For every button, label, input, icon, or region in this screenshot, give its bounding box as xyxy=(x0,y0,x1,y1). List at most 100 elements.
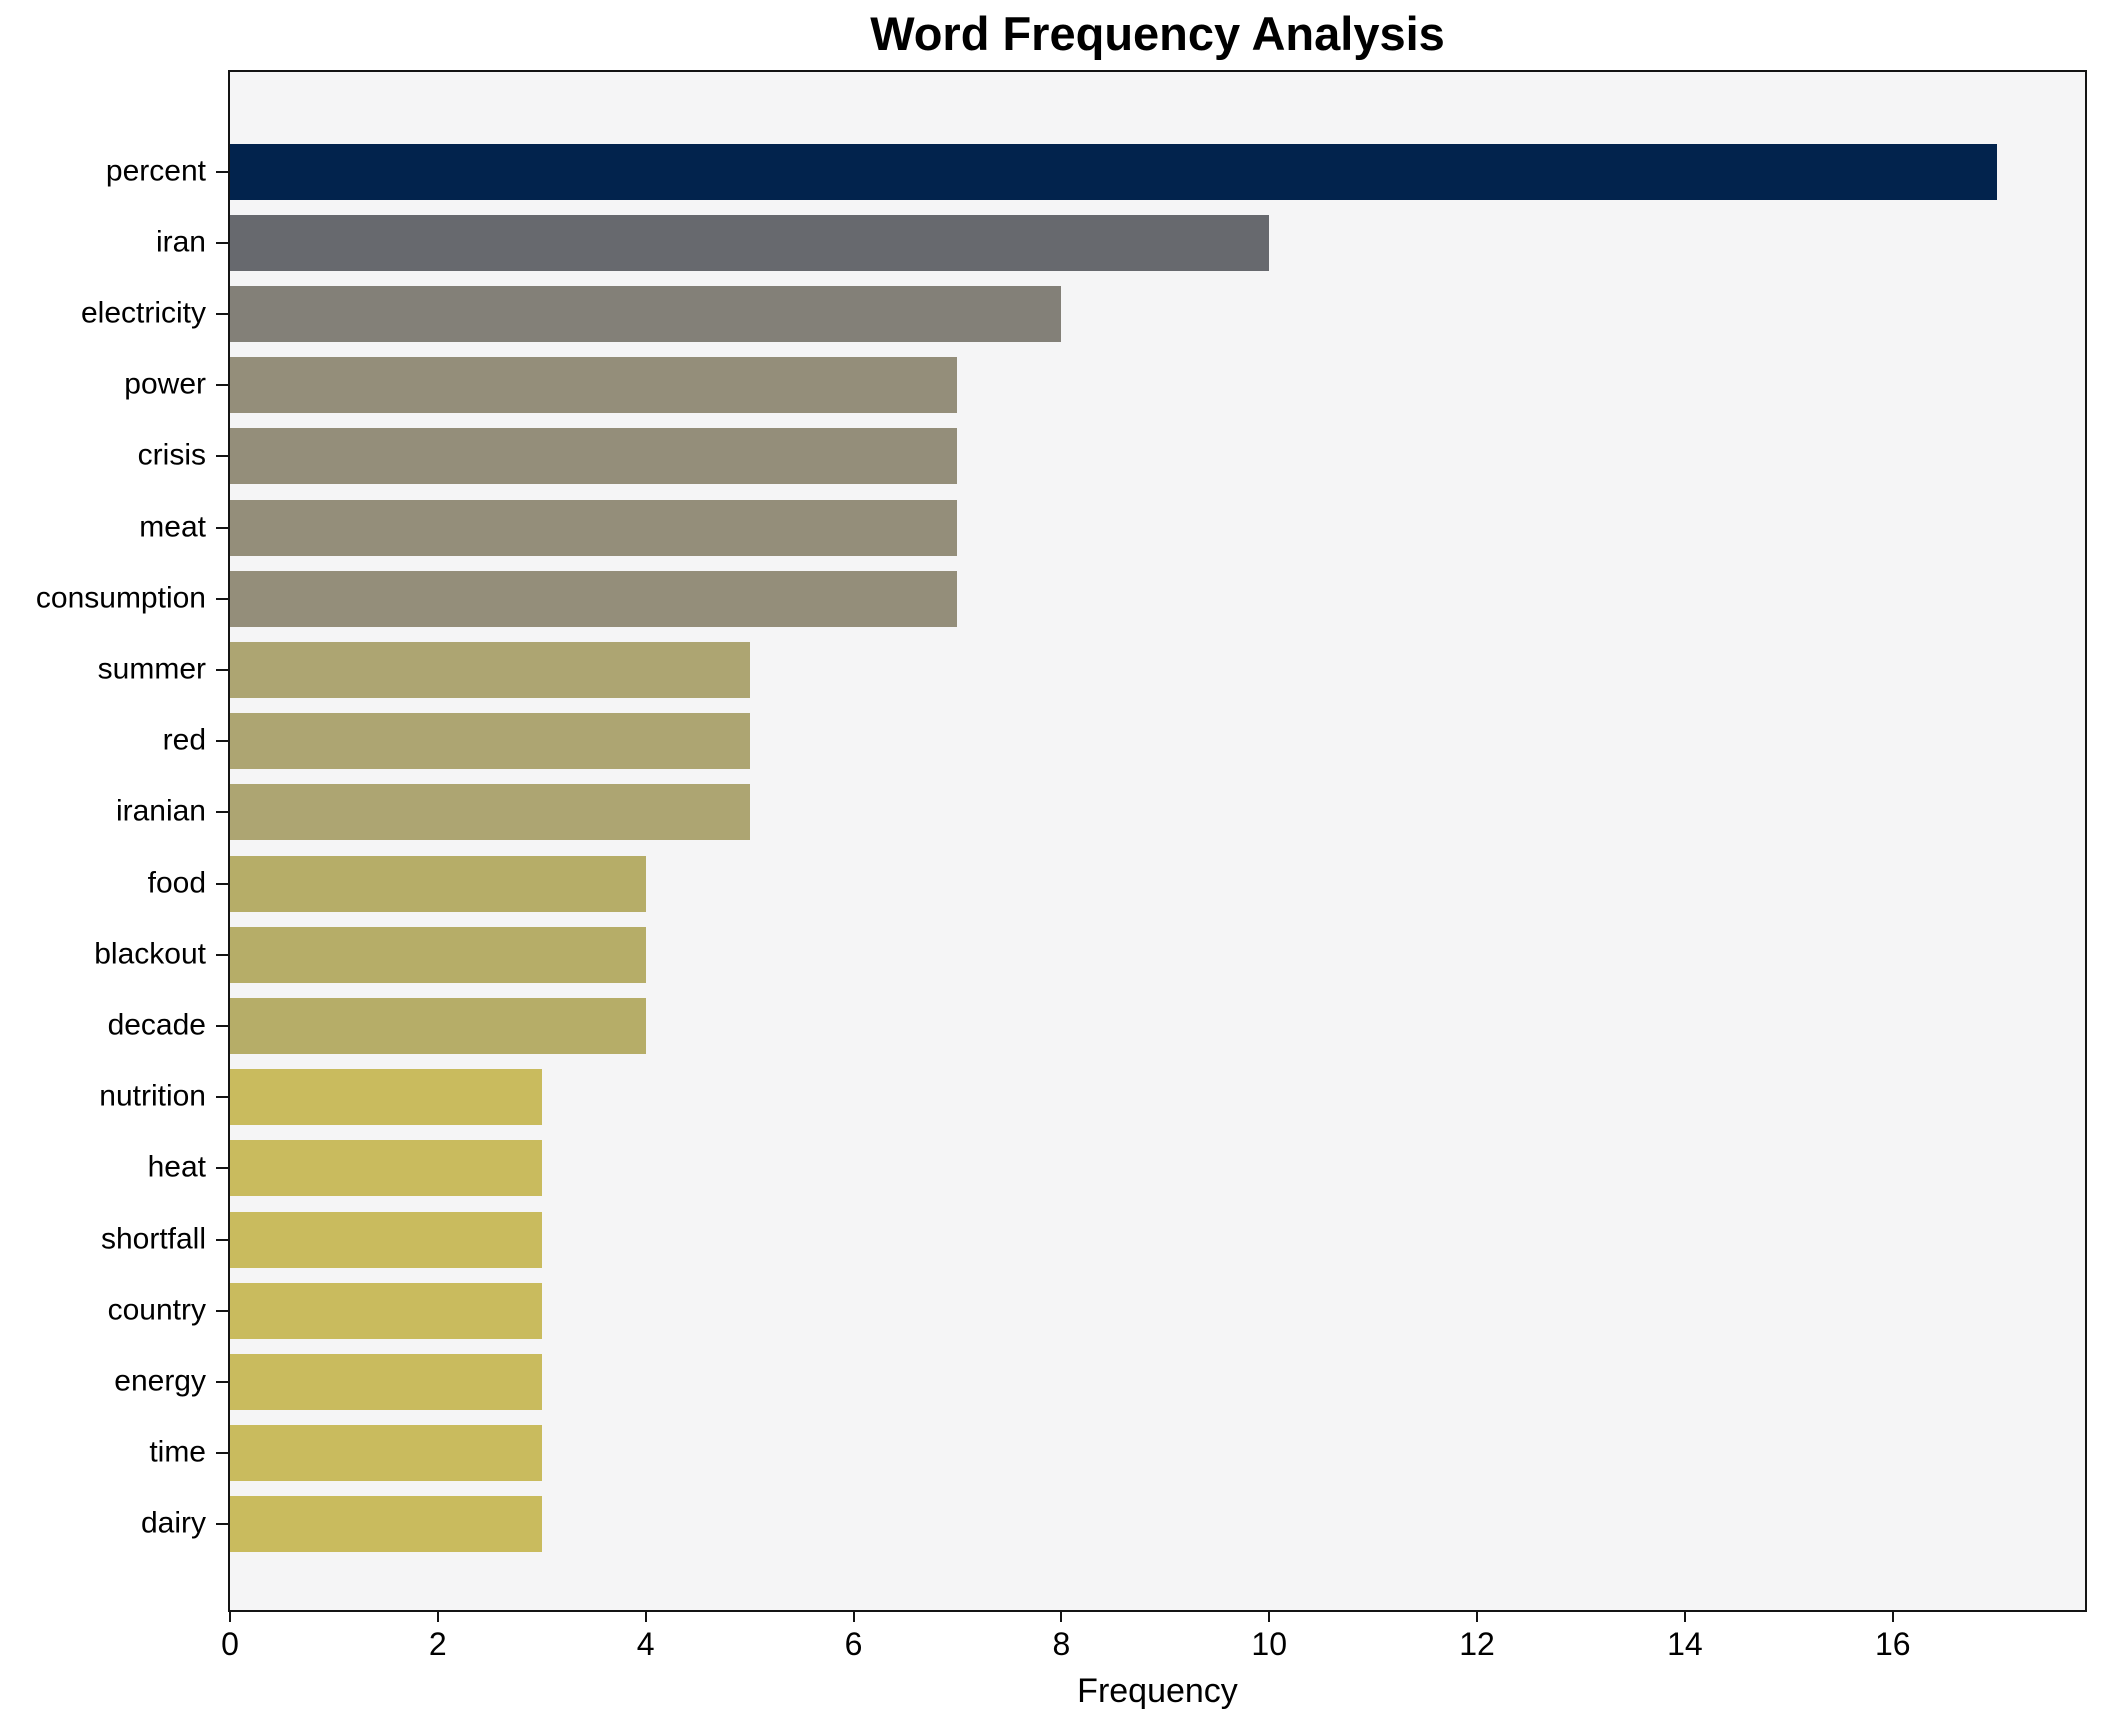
bars: percent iran electricity power crisis meat con… xyxy=(36,72,2085,1610)
x-tick-label: 4 xyxy=(636,1626,655,1662)
x-tick-label: 0 xyxy=(221,1626,239,1662)
y-tick-mark xyxy=(216,1523,228,1526)
y-tick-label: dairy xyxy=(140,1506,206,1540)
bar-row: heat xyxy=(148,1133,2085,1204)
bar-row: iran xyxy=(156,207,2085,278)
y-tick-label: shortfall xyxy=(100,1221,206,1255)
y-tick-mark xyxy=(216,1096,228,1099)
y-tick-label: iran xyxy=(155,225,206,259)
y-tick-mark xyxy=(216,1381,228,1384)
bar-percent xyxy=(230,143,1997,200)
bar-shortfall xyxy=(230,1211,542,1268)
bar-row: percent xyxy=(106,136,2085,207)
y-tick-label: percent xyxy=(105,153,206,187)
chart-title: Word Frequency Analysis xyxy=(870,7,1445,60)
x-tick-mark xyxy=(852,1610,855,1622)
bar-red xyxy=(230,713,750,770)
bar-row: electricity xyxy=(81,278,2085,349)
y-tick-label: red xyxy=(162,723,206,757)
y-tick-mark xyxy=(216,882,228,885)
y-tick-mark xyxy=(216,669,228,672)
bar-country xyxy=(230,1282,542,1339)
x-tick-mark xyxy=(1268,1610,1271,1622)
bar-row: nutrition xyxy=(99,1062,2085,1133)
y-tick-label: blackout xyxy=(94,937,206,971)
bar-row: consumption xyxy=(36,563,2085,634)
y-tick-mark xyxy=(216,597,228,600)
bar-food xyxy=(230,855,646,912)
bar-power xyxy=(230,357,958,414)
x-tick-mark xyxy=(1683,1610,1686,1622)
bar-row: shortfall xyxy=(101,1204,2085,1275)
x-tick-label: 8 xyxy=(1052,1626,1071,1662)
y-tick-label: energy xyxy=(114,1364,206,1398)
y-tick-mark xyxy=(216,953,228,956)
bar-row: food xyxy=(148,848,2085,919)
x-axis: 0 2 4 6 8 10 12 14 16 xyxy=(221,1610,2085,1690)
y-tick-label: time xyxy=(149,1435,206,1469)
bar-row: country xyxy=(108,1275,2085,1346)
bar-blackout xyxy=(230,926,646,983)
y-tick-mark xyxy=(216,313,228,315)
x-tick-mark xyxy=(436,1610,439,1622)
y-tick-label: consumption xyxy=(35,581,206,615)
x-tick-mark xyxy=(644,1610,647,1622)
y-tick-label: summer xyxy=(97,652,206,686)
bar-row: time xyxy=(149,1418,2085,1489)
y-tick-label: decade xyxy=(107,1008,206,1042)
bar-row: energy xyxy=(114,1346,2085,1417)
x-tick-label: 16 xyxy=(1874,1626,1911,1662)
x-tick-label: 10 xyxy=(1251,1626,1287,1662)
bar-time xyxy=(230,1425,542,1482)
bar-summer xyxy=(230,642,750,699)
y-tick-mark xyxy=(216,1167,228,1170)
y-tick-mark xyxy=(216,384,228,387)
x-tick-label: 12 xyxy=(1459,1626,1495,1662)
bar-meat xyxy=(230,499,958,556)
bar-dairy xyxy=(230,1496,542,1553)
y-tick-mark xyxy=(216,526,228,529)
y-tick-label: electricity xyxy=(80,296,206,330)
x-tick-mark xyxy=(1891,1610,1894,1622)
bar-nutrition xyxy=(230,1069,542,1126)
bar-electricity xyxy=(230,286,1062,342)
x-tick-mark xyxy=(229,1610,231,1622)
bar-row: blackout xyxy=(94,919,2085,990)
bar-row: power xyxy=(124,350,2085,421)
y-tick-label: heat xyxy=(147,1150,206,1184)
y-tick-mark xyxy=(216,1309,228,1312)
x-axis-label: Frequency xyxy=(1077,1672,1238,1710)
y-tick-mark xyxy=(216,1025,228,1028)
y-tick-mark xyxy=(216,241,228,244)
bar-row: dairy xyxy=(141,1489,2085,1560)
bar-row: iranian xyxy=(116,777,2085,848)
y-tick-mark xyxy=(216,455,228,458)
bar-decade xyxy=(230,998,646,1055)
y-tick-mark xyxy=(216,1452,228,1455)
x-tick-label: 6 xyxy=(844,1626,863,1662)
bar-row: decade xyxy=(108,990,2085,1061)
y-tick-label: nutrition xyxy=(99,1079,206,1113)
bar-row: summer xyxy=(98,634,2085,705)
bar-crisis xyxy=(230,428,958,485)
bar-row: red xyxy=(163,706,2085,777)
x-tick-mark xyxy=(1060,1610,1063,1622)
bar-energy xyxy=(230,1354,542,1411)
y-tick-label: power xyxy=(124,367,206,401)
y-tick-label: food xyxy=(147,865,206,899)
y-tick-label: iranian xyxy=(115,794,206,828)
y-tick-label: country xyxy=(107,1293,206,1327)
y-tick-mark xyxy=(216,170,228,173)
x-tick-label: 2 xyxy=(428,1626,447,1662)
y-tick-mark xyxy=(216,1238,228,1241)
y-tick-label: crisis xyxy=(137,438,206,472)
bar-row: meat xyxy=(139,492,2085,563)
x-tick-mark xyxy=(1476,1610,1479,1622)
bar-consumption xyxy=(230,570,958,627)
bar-row: crisis xyxy=(138,421,2085,492)
x-tick-label: 14 xyxy=(1667,1626,1703,1662)
bar-heat xyxy=(230,1140,542,1197)
bar-iranian xyxy=(230,784,750,841)
y-tick-label: meat xyxy=(139,509,206,543)
